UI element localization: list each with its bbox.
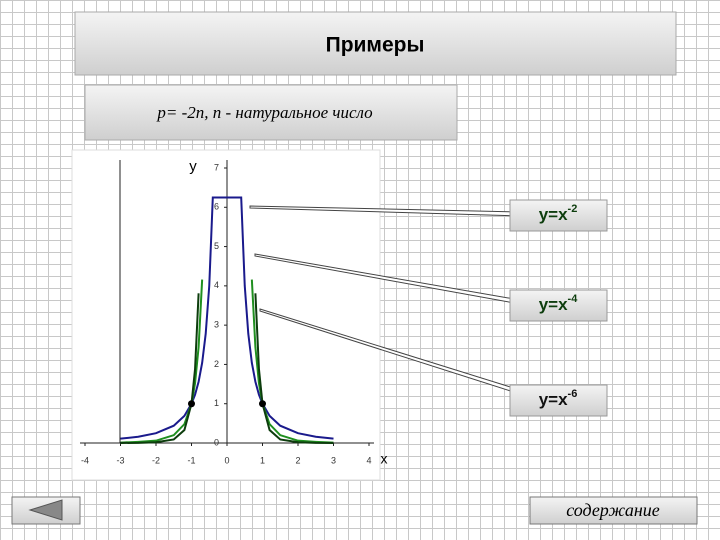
title-box — [74, 11, 677, 76]
subtitle: p= -2n, n - натуральное число — [156, 103, 372, 122]
legend-exponent: -4 — [568, 293, 579, 305]
subtitle-box — [84, 84, 458, 141]
x-tick-label: 2 — [295, 455, 300, 465]
y-tick-label: 7 — [214, 162, 219, 172]
legend-base: y=x — [539, 295, 568, 314]
y-tick-label: 0 — [214, 437, 219, 447]
series-line — [120, 196, 334, 440]
y-tick-label: 3 — [214, 320, 219, 330]
contents-button[interactable] — [529, 496, 698, 525]
legend-box — [509, 384, 608, 417]
plot-area — [71, 149, 381, 481]
legend-exponent: -6 — [568, 388, 578, 400]
y-tick-label: 6 — [214, 202, 219, 212]
series-line — [120, 279, 334, 444]
legend-entry: y=x-6 — [539, 388, 578, 409]
title: Примеры — [326, 34, 425, 57]
x-tick-label: -2 — [152, 455, 160, 465]
back-arrow — [28, 499, 63, 521]
y-tick-label: 4 — [214, 280, 219, 290]
x-tick-label: 3 — [331, 455, 336, 465]
y-tick-label: 5 — [214, 241, 219, 251]
x-tick-label: -4 — [81, 455, 89, 465]
series-line — [120, 293, 334, 444]
legend-base: y=x — [539, 390, 568, 409]
legend-entry: y=x-2 — [539, 203, 578, 224]
y-tick-label: 2 — [214, 359, 219, 369]
point-marker — [259, 400, 266, 408]
legend-box — [509, 289, 608, 322]
contents-label[interactable]: содержание — [566, 500, 660, 520]
legend-base: y=x — [539, 205, 568, 224]
y-tick-label: 1 — [214, 398, 219, 408]
x-tick-label: -3 — [116, 455, 124, 465]
x-tick-label: -1 — [187, 455, 195, 465]
x-tick-label: 0 — [224, 455, 229, 465]
y-axis-label: y — [189, 158, 197, 175]
legend-box — [509, 199, 608, 232]
point-marker — [188, 400, 195, 408]
x-tick-label: 4 — [366, 455, 371, 465]
legend-exponent: -2 — [568, 203, 578, 215]
legend-entry: y=x-4 — [539, 293, 579, 314]
x-tick-label: 1 — [260, 455, 265, 465]
x-axis-label: x — [381, 451, 388, 467]
